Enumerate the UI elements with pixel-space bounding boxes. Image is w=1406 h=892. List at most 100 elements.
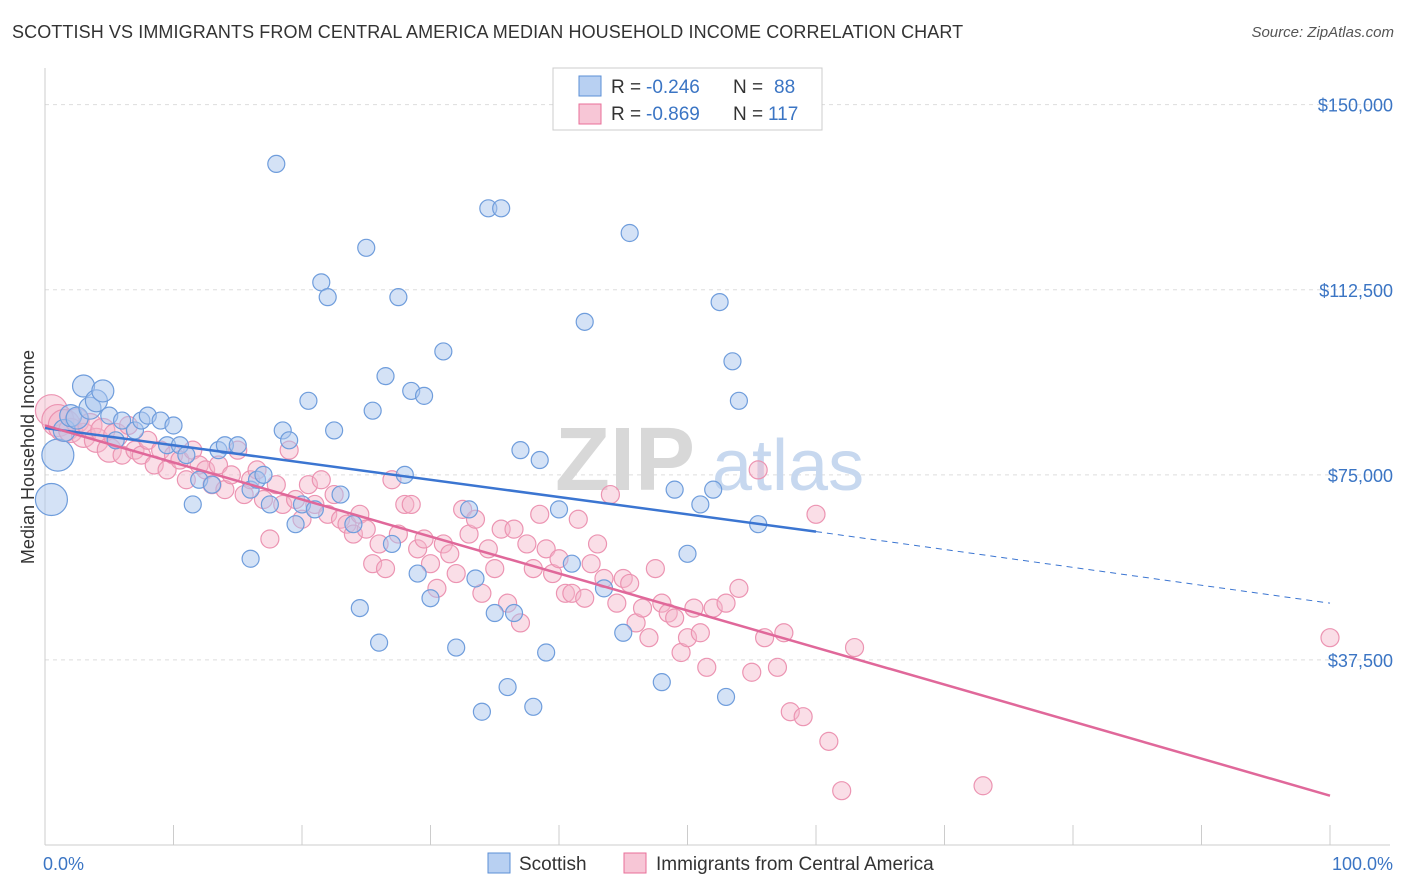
y-axis-label: Median Household Income <box>18 350 38 564</box>
trend-lines <box>44 424 1331 797</box>
scottish-point <box>34 482 69 517</box>
immigrants-point <box>568 509 588 529</box>
bottom-legend: Scottish Immigrants from Central America <box>487 852 934 875</box>
legend-n-label-1: N = <box>733 77 763 98</box>
scottish-point <box>260 495 279 514</box>
immigrants-point <box>401 494 421 515</box>
scottish-point <box>704 480 723 499</box>
grid-lines <box>45 104 1390 661</box>
scottish-point <box>331 485 350 504</box>
scottish-point <box>575 312 594 331</box>
immigrants-point <box>408 539 428 559</box>
scottish-point <box>716 687 736 707</box>
source-label: Source: ZipAtlas.com <box>1251 24 1394 41</box>
immigrants-point <box>632 598 653 618</box>
scottish-point <box>492 199 511 218</box>
scottish-point <box>267 154 286 174</box>
scottish-point <box>41 438 75 472</box>
immigrants-point <box>555 583 576 603</box>
scottish-point <box>363 401 382 420</box>
bottom-legend-scottish: Scottish <box>519 854 587 875</box>
scottish-point <box>652 673 671 692</box>
scottish-point <box>183 495 202 514</box>
legend-n-value-2: 117 <box>768 104 798 125</box>
scottish-point <box>228 436 247 455</box>
watermark-atlas: atlas <box>712 426 864 506</box>
immigrants-point <box>620 573 640 594</box>
immigrants-point <box>607 593 627 613</box>
legend-n-label-2: N = <box>733 104 763 125</box>
scottish-point <box>350 598 369 618</box>
scottish-point <box>678 544 697 563</box>
scottish-point <box>691 495 710 514</box>
immigrants-point <box>716 593 736 613</box>
immigrants-point <box>742 662 762 682</box>
scottish-point <box>723 352 742 371</box>
scottish-point <box>370 633 389 652</box>
scottish-point <box>408 564 427 583</box>
immigrants-point <box>504 519 524 539</box>
bottom-legend-swatch-scottish <box>487 852 511 874</box>
immigrants-point <box>806 504 826 524</box>
x-tick-label-0: 0.0% <box>43 854 84 874</box>
scottish-trend-extension <box>815 531 1331 604</box>
y-tick-label-3: $150,000 <box>1318 96 1393 116</box>
scottish-point <box>466 569 485 588</box>
immigrants-point <box>748 460 768 480</box>
immigrants-point <box>375 559 396 579</box>
scottish-point <box>112 411 132 430</box>
immigrants-trend-line <box>44 424 1331 797</box>
y-tick-labels: $37,500 $75,000 $112,500 $150,000 <box>1318 96 1393 671</box>
scottish-point <box>504 603 524 623</box>
scottish-point <box>530 450 549 470</box>
immigrants-point <box>780 702 800 722</box>
scottish-point <box>665 480 684 499</box>
y-tick-label-0: $37,500 <box>1328 651 1393 671</box>
immigrants-point <box>767 657 788 677</box>
scottish-point <box>710 292 729 312</box>
legend-swatch-scottish <box>578 75 602 97</box>
immigrants-point <box>298 475 319 495</box>
immigrants-point <box>665 608 685 628</box>
scottish-point <box>357 238 376 257</box>
immigrants-point <box>530 504 550 524</box>
scottish-point <box>318 288 337 307</box>
immigrants-point <box>613 568 633 589</box>
immigrants-point <box>973 776 993 796</box>
immigrants-point <box>819 731 839 751</box>
scottish-point <box>241 549 260 568</box>
x-tick-label-1: 100.0% <box>1332 854 1393 874</box>
immigrants-point <box>440 544 460 564</box>
scottish-point <box>562 554 581 573</box>
scottish-point <box>91 379 115 403</box>
immigrants-point <box>844 637 865 658</box>
scottish-point <box>549 500 569 519</box>
immigrants-point <box>266 475 286 495</box>
immigrants-point <box>311 470 331 490</box>
immigrants-point <box>639 628 659 648</box>
immigrants-point <box>363 554 383 574</box>
legend-r-value-2: -0.869 <box>646 104 700 125</box>
scottish-point <box>434 342 453 361</box>
scottish-trend-line <box>44 426 817 533</box>
y-tick-label-1: $75,000 <box>1328 466 1393 486</box>
immigrants-point <box>395 494 415 515</box>
scottish-point <box>414 386 434 405</box>
scottish-point <box>485 603 504 623</box>
immigrants-point <box>260 529 280 549</box>
immigrants-point <box>645 559 665 579</box>
scottish-point <box>202 475 222 494</box>
scottish-point <box>729 391 749 410</box>
chart-title: SCOTTISH VS IMMIGRANTS FROM CENTRAL AMER… <box>12 22 964 42</box>
immigrants-point <box>581 554 601 574</box>
immigrants-point <box>729 578 749 598</box>
scottish-point <box>459 500 479 519</box>
legend-r-label-1: R = <box>611 77 641 98</box>
immigrants-point <box>677 628 698 648</box>
scottish-point <box>389 288 408 307</box>
immigrants-point <box>832 781 852 801</box>
scottish-point <box>447 638 466 657</box>
scottish-point <box>177 445 196 465</box>
scottish-point <box>325 421 344 440</box>
